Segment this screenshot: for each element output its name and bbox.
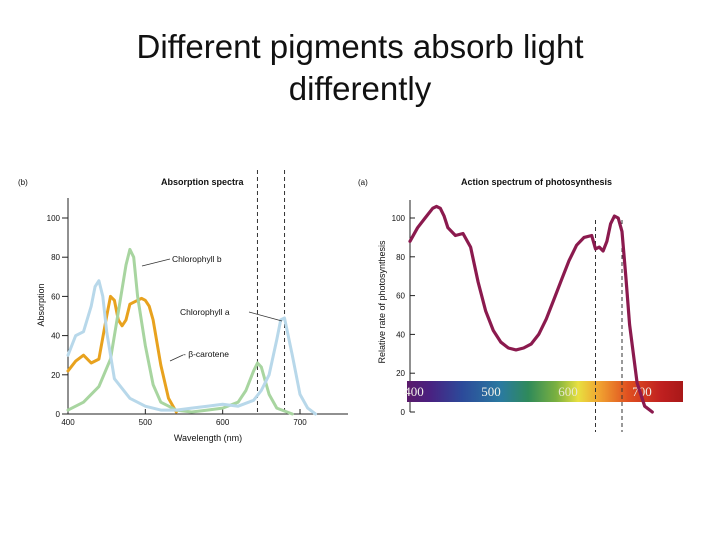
chlorophyll-b-curve: [66, 247, 294, 416]
absorption-y-tick-label: 100: [47, 214, 61, 223]
absorption-annotation: Chlorophyll b: [172, 254, 222, 264]
absorption-annotations: Chlorophyll b Chlorophyll a - β-carotene: [141, 254, 283, 362]
absorption-spectra-panel: (b) Absorption spectra Absorption Wavele…: [18, 170, 348, 443]
action-y-tick-label: 40: [396, 330, 405, 339]
chlorophyll-a-curve: [66, 279, 317, 416]
absorption-x-tick-label: 400: [61, 418, 75, 427]
slide-title-line-1: Different pigments absorb light: [136, 28, 584, 65]
spectrum-bar-label: 400: [404, 384, 424, 399]
absorption-x-tick-label: 500: [139, 418, 153, 427]
action-chart-title: Action spectrum of photosynthesis: [461, 177, 612, 187]
absorption-x-tick-label: 700: [293, 418, 307, 427]
action-y-axis-label: Relative rate of photosynthesis: [377, 240, 387, 364]
absorption-y-tick-label: 0: [56, 410, 61, 419]
spectrum-bar-label: 500: [481, 384, 501, 399]
absorption-y-ticks: 0 20 40 60 80 100: [47, 214, 68, 419]
absorption-annotation: Chlorophyll a: [180, 307, 230, 317]
annotation-leader-line: [169, 354, 184, 362]
absorption-series: [66, 247, 317, 416]
action-dashed-lines: [595, 220, 623, 432]
panel-b-label: (b): [18, 178, 28, 187]
panel-a-label: (a): [358, 178, 368, 187]
annotation-leader-line: [141, 258, 171, 267]
action-y-tick-label: 60: [396, 292, 405, 301]
slide-title-line-2: differently: [288, 70, 432, 107]
visible-spectrum-bar: [407, 381, 683, 402]
action-y-tick-label: 100: [392, 214, 406, 223]
absorption-dashed-lines: [256, 170, 286, 414]
absorption-chart-title: Absorption spectra: [161, 177, 245, 187]
action-y-tick-label: 0: [401, 408, 406, 417]
absorption-y-axis-label: Absorption: [36, 283, 46, 326]
action-spectrum-curve: [408, 204, 654, 414]
absorption-x-tick-label: 600: [216, 418, 230, 427]
action-spectrum-panel: (a) Action spectrum of photosynthesis Re…: [358, 177, 683, 432]
absorption-x-axis-label: Wavelength (nm): [174, 433, 242, 443]
action-series: [408, 204, 654, 414]
annotation-leader-line: [248, 311, 283, 322]
action-y-tick-label: 80: [396, 253, 405, 262]
beta-carotene-curve: [66, 294, 178, 414]
spectrum-bar-label: 600: [558, 384, 578, 399]
action-y-ticks: 0 20 40 60 80 100: [392, 214, 415, 417]
absorption-y-tick-label: 40: [51, 332, 60, 341]
absorption-annotation: - β-carotene: [183, 349, 229, 359]
absorption-y-tick-label: 20: [51, 371, 60, 380]
absorption-y-tick-label: 60: [51, 292, 60, 301]
absorption-y-tick-label: 80: [51, 253, 60, 262]
action-y-tick-label: 20: [396, 369, 405, 378]
slide-title: Different pigments absorb light differen…: [0, 26, 720, 110]
